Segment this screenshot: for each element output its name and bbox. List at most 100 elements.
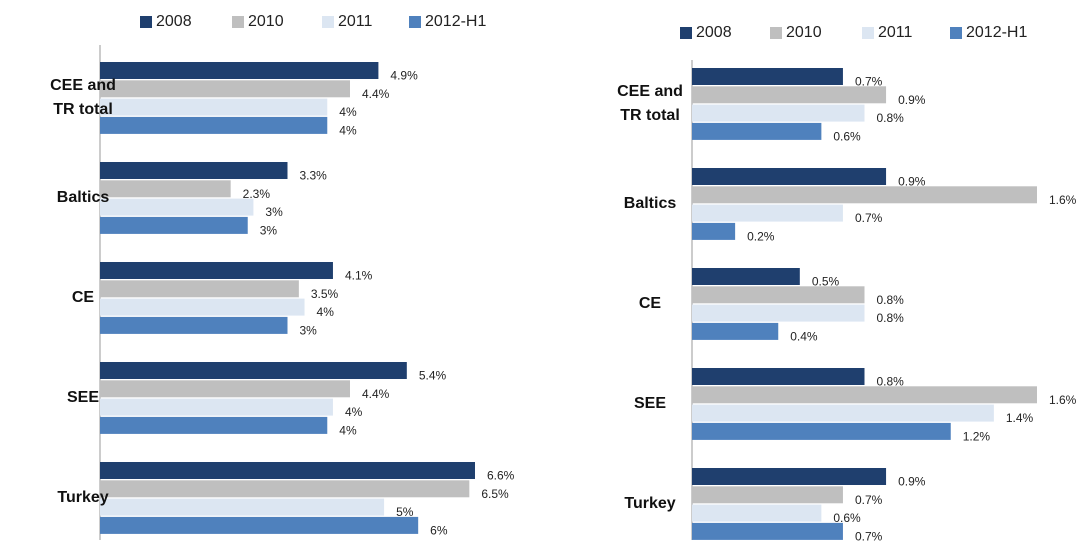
bar	[100, 298, 305, 316]
bar	[692, 304, 865, 322]
value-label: 0.9%	[898, 93, 926, 107]
bar	[100, 198, 254, 216]
value-label: 4%	[339, 123, 357, 137]
value-label: 5%	[396, 505, 414, 519]
legend-swatch	[680, 27, 692, 39]
bar	[692, 186, 1037, 204]
value-label: 4.4%	[362, 387, 390, 401]
value-label: 3%	[265, 205, 283, 219]
bar	[100, 480, 470, 498]
bar	[692, 68, 843, 85]
legend-swatch	[232, 16, 244, 28]
value-label: 0.8%	[877, 293, 905, 307]
value-label: 0.6%	[833, 129, 861, 143]
bar	[100, 316, 288, 334]
value-label: 0.7%	[855, 493, 883, 507]
value-label: 5.4%	[419, 369, 447, 383]
bar	[100, 380, 350, 398]
bar	[692, 504, 822, 522]
value-label: 0.8%	[877, 375, 905, 389]
bar	[692, 86, 887, 104]
value-label: 0.9%	[898, 175, 926, 189]
bar	[100, 398, 333, 416]
bar	[692, 404, 994, 422]
legend-swatch	[409, 16, 421, 28]
value-label: 0.5%	[812, 275, 840, 289]
value-label: 3%	[260, 223, 278, 237]
legend-swatch	[770, 27, 782, 39]
category-label: Baltics	[623, 194, 677, 212]
value-label: 0.8%	[877, 111, 905, 125]
value-label: 0.4%	[790, 329, 818, 343]
bar	[100, 516, 419, 534]
value-label: 4.4%	[362, 87, 390, 101]
bar	[692, 268, 800, 285]
category-label: Turkey	[624, 494, 676, 512]
bar	[692, 486, 843, 504]
bar	[100, 462, 475, 479]
bar	[100, 180, 231, 198]
bar	[100, 362, 407, 379]
legend-label: 2011	[338, 13, 373, 30]
legend-label: 2011	[878, 24, 913, 41]
bar	[100, 498, 385, 516]
value-label: 0.7%	[855, 211, 883, 225]
bar	[100, 280, 299, 298]
category-label: Turkey	[57, 488, 109, 506]
legend-label: 2012-H1	[425, 13, 486, 30]
value-label: 2.3%	[243, 187, 271, 201]
value-label: 0.7%	[855, 75, 883, 89]
category-label: CEE and TR total	[50, 76, 116, 118]
category-label: CE	[71, 288, 95, 306]
bar	[692, 122, 822, 140]
bar	[100, 80, 350, 98]
bar	[692, 522, 843, 540]
legend-label: 2010	[786, 24, 822, 41]
bar	[100, 116, 328, 134]
bar	[692, 368, 865, 385]
category-label: CE	[638, 294, 662, 312]
category-label: Baltics	[56, 188, 110, 206]
value-label: 0.8%	[877, 311, 905, 325]
bar	[692, 168, 887, 185]
legend-label: 2008	[696, 24, 732, 41]
value-label: 4%	[339, 105, 357, 119]
value-label: 6.5%	[481, 487, 509, 501]
legend-label: 2010	[248, 13, 284, 30]
value-label: 4%	[317, 305, 335, 319]
category-label: SEE	[633, 394, 666, 412]
value-label: 4%	[339, 423, 357, 437]
value-label: 0.6%	[833, 511, 861, 525]
legend-swatch	[140, 16, 152, 28]
bar	[692, 104, 865, 122]
legend-swatch	[322, 16, 334, 28]
value-label: 6%	[430, 523, 448, 537]
value-label: 1.4%	[1006, 411, 1034, 425]
bar	[692, 222, 736, 240]
bar	[692, 286, 865, 304]
value-label: 1.6%	[1049, 393, 1077, 407]
category-label: CEE and TR total	[617, 82, 683, 124]
bar	[692, 468, 887, 485]
bar	[100, 416, 328, 434]
value-label: 1.6%	[1049, 193, 1077, 207]
bar	[100, 98, 328, 116]
legend-label: 2008	[156, 13, 192, 30]
value-label: 4%	[345, 405, 363, 419]
bar	[692, 322, 779, 340]
value-label: 0.2%	[747, 229, 775, 243]
value-label: 0.7%	[855, 529, 883, 543]
value-label: 4.1%	[345, 269, 373, 283]
legend-swatch	[862, 27, 874, 39]
value-label: 0.9%	[898, 475, 926, 489]
value-label: 6.6%	[487, 469, 515, 483]
legend-label: 2012-H1	[966, 24, 1027, 41]
bar	[692, 386, 1037, 404]
value-label: 3.3%	[300, 169, 328, 183]
bar	[692, 422, 951, 440]
bar	[100, 162, 288, 179]
bar	[100, 262, 333, 279]
bar	[692, 204, 843, 222]
